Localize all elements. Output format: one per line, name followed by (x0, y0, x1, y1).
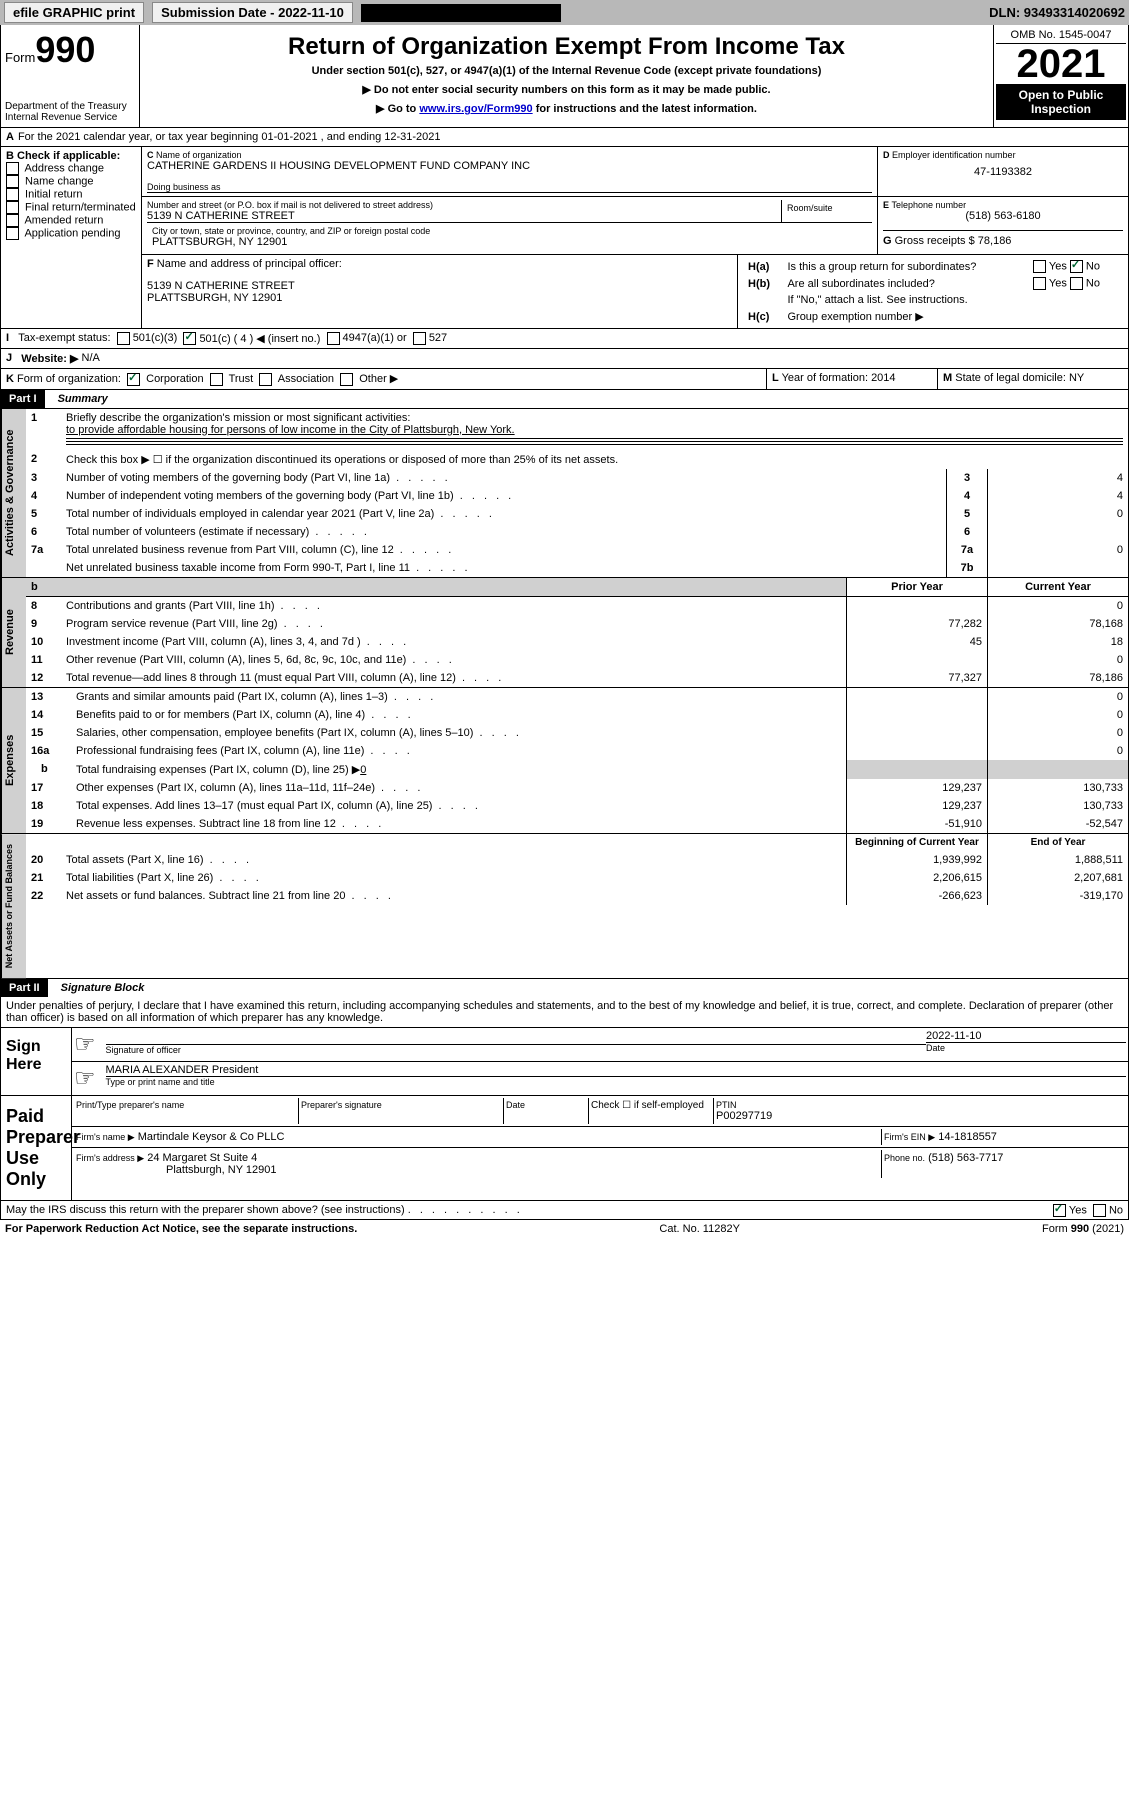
tax-period: For the 2021 calendar year, or tax year … (18, 131, 441, 143)
checkbox-initial-return[interactable]: Initial return (6, 188, 136, 201)
table-row: 20Total assets (Part X, line 16) . . . .… (26, 851, 1128, 869)
ein: 47-1193382 (883, 166, 1123, 178)
redacted-bar (361, 4, 561, 22)
part1-header: Part I (1, 390, 45, 408)
mission: to provide affordable housing for person… (66, 424, 515, 436)
table-row: 5Total number of individuals employed in… (26, 505, 1128, 523)
table-row: 16aProfessional fundraising fees (Part I… (26, 742, 1128, 760)
dln: DLN: 93493314020692 (989, 5, 1125, 20)
phone: (518) 563-6180 (883, 210, 1123, 222)
part2-title: Signature Block (51, 982, 145, 994)
section-a: A For the 2021 calendar year, or tax yea… (0, 128, 1129, 390)
netassets-label: Net Assets or Fund Balances (1, 834, 26, 978)
firm-ein: 14-1818557 (938, 1131, 997, 1143)
paperwork-notice: For Paperwork Reduction Act Notice, see … (5, 1223, 357, 1235)
ptin: P00297719 (716, 1110, 1124, 1122)
table-row: 18Total expenses. Add lines 13–17 (must … (26, 797, 1128, 815)
city: PLATTSBURGH, NY 12901 (152, 236, 867, 248)
table-row: 10Investment income (Part VIII, column (… (26, 633, 1128, 651)
table-row: 14Benefits paid to or for members (Part … (26, 706, 1128, 724)
efile-label[interactable]: efile GRAPHIC print (4, 2, 144, 23)
subtitle3: ▶ Go to www.irs.gov/Form990 for instruct… (144, 102, 989, 115)
checkbox-amended-return[interactable]: Amended return (6, 214, 136, 227)
form-number: Form990 (5, 29, 135, 71)
part-2: Part II Signature Block Under penalties … (0, 979, 1129, 1028)
table-row: 17Other expenses (Part IX, column (A), l… (26, 779, 1128, 797)
table-row: 13Grants and similar amounts paid (Part … (26, 688, 1128, 706)
table-row: Net unrelated business taxable income fr… (26, 559, 1128, 577)
website: N/A (82, 352, 100, 365)
table-row: 3Number of voting members of the governi… (26, 469, 1128, 487)
firm-addr2: Plattsburgh, NY 12901 (76, 1164, 879, 1176)
activities-label: Activities & Governance (1, 409, 26, 577)
table-row: 4Number of independent voting members of… (26, 487, 1128, 505)
table-row: 9Program service revenue (Part VIII, lin… (26, 615, 1128, 633)
paid-preparer-block: Paid Preparer Use Only Print/Type prepar… (0, 1096, 1129, 1201)
firm-name: Martindale Keysor & Co PLLC (138, 1131, 285, 1143)
part1-title: Summary (48, 393, 108, 405)
domicile: NY (1069, 372, 1084, 384)
expenses-label: Expenses (1, 688, 26, 833)
officer-addr1: 5139 N CATHERINE STREET (147, 280, 732, 292)
org-name: CATHERINE GARDENS II HOUSING DEVELOPMENT… (147, 160, 872, 172)
penalty-text: Under penalties of perjury, I declare th… (1, 997, 1128, 1027)
tax-year: 2021 (996, 44, 1126, 84)
checkbox-address-change[interactable]: Address change (6, 162, 136, 175)
form-header: Form990 Department of the Treasury Inter… (0, 25, 1129, 128)
part2-header: Part II (1, 979, 48, 997)
revenue-label: Revenue (1, 578, 26, 687)
table-row: 22Net assets or fund balances. Subtract … (26, 887, 1128, 905)
sig-date: 2022-11-10 (926, 1030, 1126, 1042)
irs-label: Internal Revenue Service (5, 112, 135, 123)
table-row: 21Total liabilities (Part X, line 26) . … (26, 869, 1128, 887)
submission-date: Submission Date - 2022-11-10 (152, 2, 353, 23)
checkbox-final-return/terminated[interactable]: Final return/terminated (6, 201, 136, 214)
table-row: 15Salaries, other compensation, employee… (26, 724, 1128, 742)
table-row: 8Contributions and grants (Part VIII, li… (26, 596, 1128, 615)
footer: For Paperwork Reduction Act Notice, see … (0, 1220, 1129, 1238)
firm-phone: (518) 563-7717 (928, 1152, 1003, 1164)
officer-addr2: PLATTSBURGH, NY 12901 (147, 292, 732, 304)
subtitle1: Under section 501(c), 527, or 4947(a)(1)… (144, 65, 989, 77)
year-formation: 2014 (871, 372, 895, 384)
sign-here-block: Sign Here ☞ Signature of officer 2022-11… (0, 1028, 1129, 1096)
table-row: 6Total number of volunteers (estimate if… (26, 523, 1128, 541)
officer-name: MARIA ALEXANDER President (106, 1064, 1126, 1076)
table-row: 7aTotal unrelated business revenue from … (26, 541, 1128, 559)
subtitle2: ▶ Do not enter social security numbers o… (144, 83, 989, 96)
part-1: Part I Summary Activities & Governance 1… (0, 390, 1129, 979)
table-row: 11Other revenue (Part VIII, column (A), … (26, 651, 1128, 669)
cat-no: Cat. No. 11282Y (659, 1223, 740, 1235)
inspection-label: Open to Public Inspection (996, 84, 1126, 120)
checkbox-name-change[interactable]: Name change (6, 175, 136, 188)
address: 5139 N CATHERINE STREET (147, 210, 781, 222)
irs-link[interactable]: www.irs.gov/Form990 (419, 103, 532, 115)
checkbox-application-pending[interactable]: Application pending (6, 227, 136, 240)
table-row: 19Revenue less expenses. Subtract line 1… (26, 815, 1128, 833)
form-title: Return of Organization Exempt From Incom… (144, 33, 989, 61)
dept-label: Department of the Treasury (5, 101, 135, 112)
form-version: Form 990 (2021) (1042, 1223, 1124, 1235)
top-bar: efile GRAPHIC print Submission Date - 20… (0, 0, 1129, 25)
gross-receipts: 78,186 (978, 235, 1012, 247)
table-row: 12Total revenue—add lines 8 through 11 (… (26, 669, 1128, 687)
firm-addr1: 24 Margaret St Suite 4 (147, 1152, 257, 1164)
